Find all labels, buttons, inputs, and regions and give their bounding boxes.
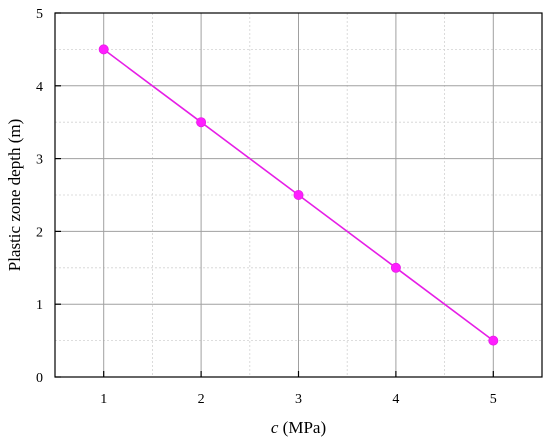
data-point — [488, 335, 499, 346]
x-tick-label: 3 — [295, 392, 302, 407]
y-tick-label: 2 — [36, 225, 43, 240]
y-tick-label: 3 — [36, 153, 43, 168]
x-tick-label: 5 — [490, 392, 497, 407]
x-axis-label: c (MPa) — [271, 418, 326, 437]
y-tick-label: 4 — [36, 80, 43, 95]
x-tick-label: 4 — [392, 392, 399, 407]
y-tick-label: 1 — [36, 298, 43, 313]
y-tick-label: 0 — [36, 371, 43, 386]
x-tick-label: 1 — [100, 392, 107, 407]
x-axis-label-unit: (MPa) — [278, 418, 326, 437]
axis-ticks — [55, 12, 494, 378]
tick-labels: 1 2 3 4 5 0 1 2 3 4 5 — [36, 7, 497, 407]
minor-grid — [55, 13, 542, 377]
y-tick-label: 5 — [36, 7, 43, 22]
major-grid — [55, 13, 542, 377]
y-axis-label: Plastic zone depth (m) — [5, 119, 24, 272]
series-layer — [98, 44, 499, 346]
data-point — [293, 189, 304, 200]
data-point — [196, 117, 207, 128]
data-point — [390, 262, 401, 273]
data-point — [98, 44, 109, 55]
x-axis-label-variable: c — [271, 418, 279, 437]
x-tick-label: 2 — [198, 392, 205, 407]
